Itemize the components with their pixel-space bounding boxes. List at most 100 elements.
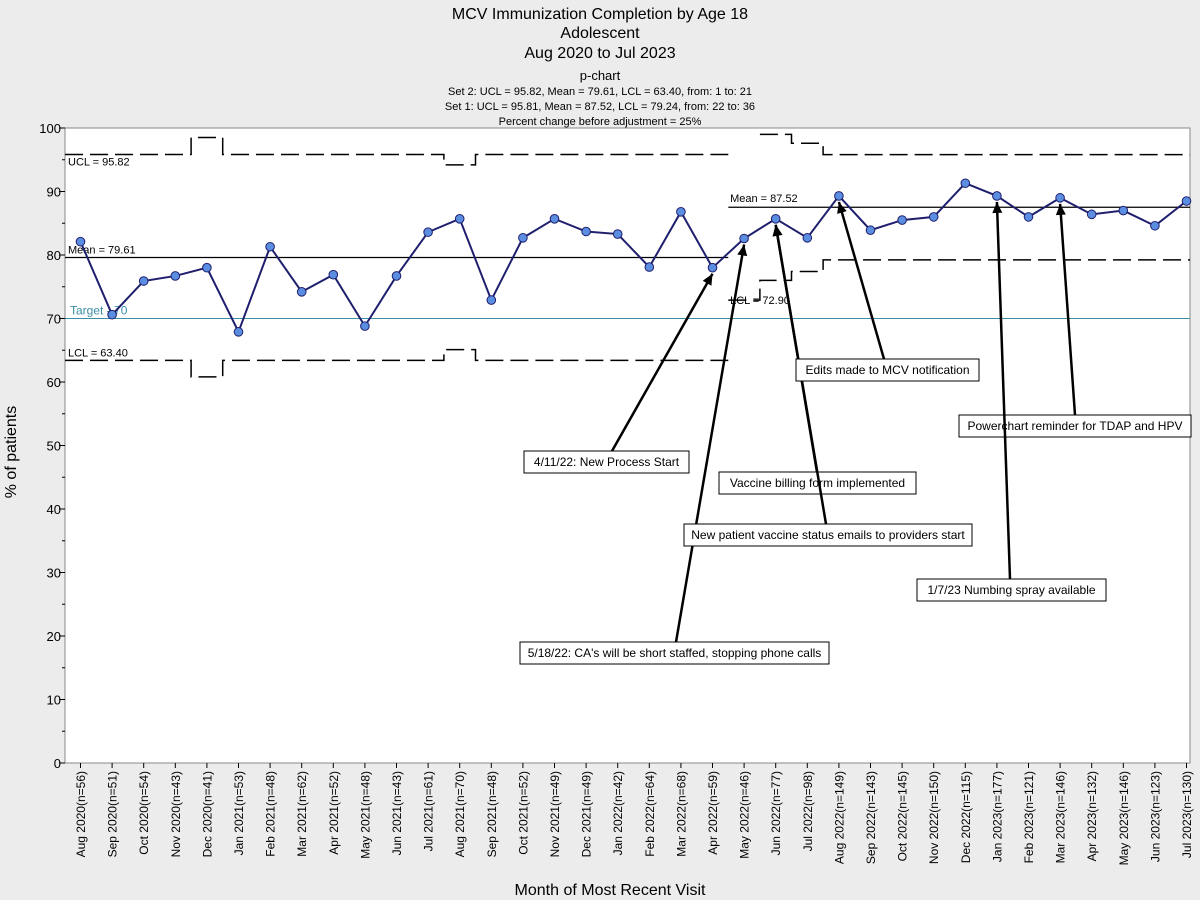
data-point bbox=[676, 207, 686, 217]
ucl-line-set2 bbox=[65, 136, 729, 166]
x-tick-label: Jul 2021(n=61) bbox=[422, 771, 436, 851]
annotation-text: New patient vaccine status emails to pro… bbox=[691, 528, 965, 542]
data-point bbox=[170, 271, 181, 281]
percent-change-info: Percent change before adjustment = 25% bbox=[498, 116, 702, 128]
series-line bbox=[79, 182, 1188, 335]
annotation-arrow bbox=[674, 244, 746, 643]
data-point bbox=[1118, 205, 1129, 216]
data-point bbox=[202, 262, 212, 273]
annotation-box bbox=[958, 414, 1192, 438]
x-tick-label: May 2021(n=48) bbox=[358, 771, 372, 859]
y-tick-label: 50 bbox=[47, 439, 61, 454]
annotation-arrowhead bbox=[772, 224, 783, 237]
x-tick-label: Nov 2022(n=150) bbox=[927, 771, 941, 864]
x-tick-label: Aug 2021(n=70) bbox=[453, 771, 467, 857]
x-tick-label: Dec 2020(n=41) bbox=[200, 771, 214, 857]
x-tick-label: Jun 2021(n=43) bbox=[390, 771, 404, 855]
annotation-arrowhead bbox=[992, 201, 1003, 214]
data-point bbox=[1150, 220, 1160, 231]
x-tick-label: Dec 2021(n=49) bbox=[580, 771, 594, 857]
x-tick-label: Sep 2021(n=48) bbox=[485, 771, 499, 857]
x-tick-label: Dec 2022(n=115) bbox=[959, 771, 973, 863]
data-point bbox=[897, 215, 907, 225]
mean-label-set1: Mean = 87.52 bbox=[730, 193, 798, 205]
x-tick-label: Oct 2021(n=52) bbox=[516, 771, 530, 855]
x-tick-label: Apr 2022(n=59) bbox=[706, 771, 720, 855]
data-point bbox=[834, 191, 844, 201]
data-point bbox=[233, 327, 244, 337]
chart-kind-label: p-chart bbox=[579, 68, 621, 83]
data-point bbox=[612, 229, 623, 239]
y-tick-label: 20 bbox=[47, 629, 61, 644]
lcl-line-set2 bbox=[65, 348, 729, 378]
y-tick-label: 0 bbox=[54, 756, 61, 771]
x-tick-label: May 2023(n=146) bbox=[1117, 771, 1131, 865]
x-tick-label: Jan 2023(n=177) bbox=[990, 771, 1004, 862]
x-axis-label: Month of Most Recent Visit bbox=[515, 882, 706, 899]
annotation-box bbox=[523, 450, 690, 474]
x-tick-label: Nov 2020(n=43) bbox=[169, 771, 183, 857]
data-point bbox=[1023, 212, 1034, 222]
annotation-arrow bbox=[610, 273, 714, 452]
data-point bbox=[107, 309, 117, 320]
y-tick-label: 100 bbox=[39, 121, 61, 136]
data-point bbox=[75, 236, 86, 247]
data-point bbox=[265, 241, 275, 252]
x-tick-label: Sep 2022(n=143) bbox=[864, 771, 878, 864]
mean-label-set2: Mean = 79.61 bbox=[68, 244, 136, 256]
data-point bbox=[739, 233, 749, 244]
x-tick-label: Jan 2022(n=42) bbox=[611, 771, 625, 855]
data-point bbox=[486, 295, 497, 305]
data-point bbox=[518, 233, 528, 243]
data-point bbox=[1181, 196, 1192, 206]
data-series bbox=[75, 178, 1192, 337]
chart-subtitle: Adolescent bbox=[560, 25, 640, 42]
y-tick-label: 30 bbox=[47, 566, 61, 581]
x-tick-label: Oct 2022(n=145) bbox=[896, 771, 910, 861]
y-tick-label: 70 bbox=[47, 312, 61, 327]
annotation-text: 1/7/23 Numbing spray available bbox=[927, 583, 1095, 597]
x-tick-label: Jan 2021(n=53) bbox=[232, 771, 246, 855]
data-point bbox=[423, 227, 433, 237]
ucl-label: UCL = 95.82 bbox=[68, 157, 130, 169]
chart-title: MCV Immunization Completion by Age 18 bbox=[451, 6, 749, 23]
x-tick-label: Aug 2022(n=149) bbox=[832, 771, 846, 864]
data-point bbox=[644, 262, 655, 272]
annotation-arrow bbox=[837, 201, 886, 360]
data-point bbox=[960, 178, 971, 189]
x-tick-label: May 2022(n=46) bbox=[738, 771, 752, 859]
annotation-arrow bbox=[1058, 203, 1077, 416]
x-tick-label: Mar 2021(n=62) bbox=[295, 771, 309, 857]
x-tick-label: Jun 2023(n=123) bbox=[1148, 771, 1162, 862]
y-tick-label: 40 bbox=[47, 502, 61, 517]
y-tick-label: 60 bbox=[47, 375, 61, 390]
data-point bbox=[328, 269, 339, 280]
data-point bbox=[138, 276, 149, 286]
annotation-box bbox=[683, 523, 973, 547]
annotation-text: 5/18/22: CA's will be short staffed, sto… bbox=[528, 646, 822, 660]
lcl-line-set1 bbox=[728, 259, 1190, 301]
data-point bbox=[1086, 209, 1097, 220]
annotation-text: Vaccine billing form implemented bbox=[730, 476, 905, 490]
data-point bbox=[770, 214, 781, 224]
data-point bbox=[360, 321, 370, 331]
x-tick-label: Sep 2020(n=51) bbox=[106, 771, 120, 857]
x-tick-label: Jun 2022(n=77) bbox=[769, 771, 783, 855]
data-point bbox=[992, 191, 1002, 201]
data-point bbox=[928, 212, 939, 222]
set2-info: Set 2: UCL = 95.82, Mean = 79.61, LCL = … bbox=[447, 86, 752, 98]
annotation-arrowhead bbox=[702, 273, 713, 286]
set1-info: Set 1: UCL = 95.81, Mean = 87.52, LCL = … bbox=[444, 101, 756, 113]
y-axis: 0 10 20 30 40 50 60 70 80 90 100 bbox=[39, 121, 65, 771]
annotation-arrowhead bbox=[1055, 203, 1066, 216]
data-point bbox=[865, 225, 876, 236]
x-tick-label: Aug 2020(n=56) bbox=[74, 771, 88, 857]
x-tick-label: Apr 2023(n=132) bbox=[1085, 771, 1099, 861]
annotation-text: 4/11/22: New Process Start bbox=[534, 455, 680, 469]
x-tick-label: Feb 2022(n=64) bbox=[643, 771, 657, 857]
data-point bbox=[1055, 193, 1065, 203]
control-limits: Target - 70 UCL = 95.82 Mean = 79.61 LCL = … bbox=[65, 133, 1190, 378]
annotation-text: Powerchart reminder for TDAP and HPV bbox=[968, 419, 1183, 433]
x-tick-label: Jul 2023(n=130) bbox=[1180, 771, 1194, 858]
